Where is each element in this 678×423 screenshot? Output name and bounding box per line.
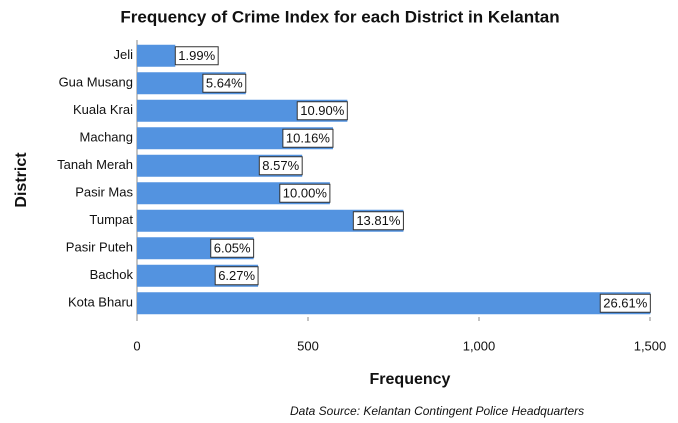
x-tick-label: 500 bbox=[297, 338, 319, 353]
chart-title: Frequency of Crime Index for each Distri… bbox=[120, 7, 559, 26]
x-tick-label: 1,000 bbox=[463, 338, 496, 353]
y-tick-label: Pasir Puteh bbox=[66, 240, 133, 255]
value-label: 10.16% bbox=[286, 131, 331, 146]
x-tick-label: 0 bbox=[133, 338, 140, 353]
bar bbox=[137, 209, 404, 232]
y-tick-label: Kota Bharu bbox=[68, 295, 133, 310]
value-label: 1.99% bbox=[178, 48, 215, 63]
y-tick-label: Kuala Krai bbox=[73, 102, 133, 117]
x-axis-title: Frequency bbox=[370, 371, 451, 388]
value-label-box bbox=[279, 183, 331, 203]
y-tick-label: Bachok bbox=[90, 267, 134, 282]
value-label: 6.27% bbox=[218, 268, 255, 283]
y-tick-label: Tumpat bbox=[89, 212, 133, 227]
bar bbox=[137, 99, 348, 122]
value-label-box bbox=[599, 293, 651, 313]
y-tick-label: Jeli bbox=[113, 47, 133, 62]
value-label-box bbox=[282, 128, 334, 148]
value-label-box bbox=[202, 73, 247, 93]
y-tick-label: Tanah Merah bbox=[57, 157, 133, 172]
value-label: 6.05% bbox=[214, 241, 251, 256]
value-label-box bbox=[258, 156, 303, 176]
value-label: 26.61% bbox=[603, 296, 648, 311]
bar bbox=[137, 292, 651, 315]
value-label-box bbox=[352, 211, 404, 231]
value-label: 13.81% bbox=[356, 213, 401, 228]
bar bbox=[137, 44, 176, 67]
value-label-box bbox=[210, 238, 255, 258]
x-tick-label: 1,500 bbox=[634, 338, 667, 353]
value-label-box bbox=[174, 46, 219, 66]
source-note: Data Source: Kelantan Contingent Police … bbox=[290, 404, 584, 418]
y-tick-label: Machang bbox=[80, 130, 133, 145]
value-label: 10.90% bbox=[300, 103, 345, 118]
value-label: 10.00% bbox=[283, 186, 328, 201]
value-label-box bbox=[296, 101, 348, 121]
y-tick-label: Gua Musang bbox=[59, 75, 133, 90]
value-label: 5.64% bbox=[206, 76, 243, 91]
y-tick-label: Pasir Mas bbox=[75, 185, 133, 200]
value-label-box bbox=[214, 266, 259, 286]
y-axis-title: District bbox=[13, 152, 30, 208]
value-label: 8.57% bbox=[262, 158, 299, 173]
